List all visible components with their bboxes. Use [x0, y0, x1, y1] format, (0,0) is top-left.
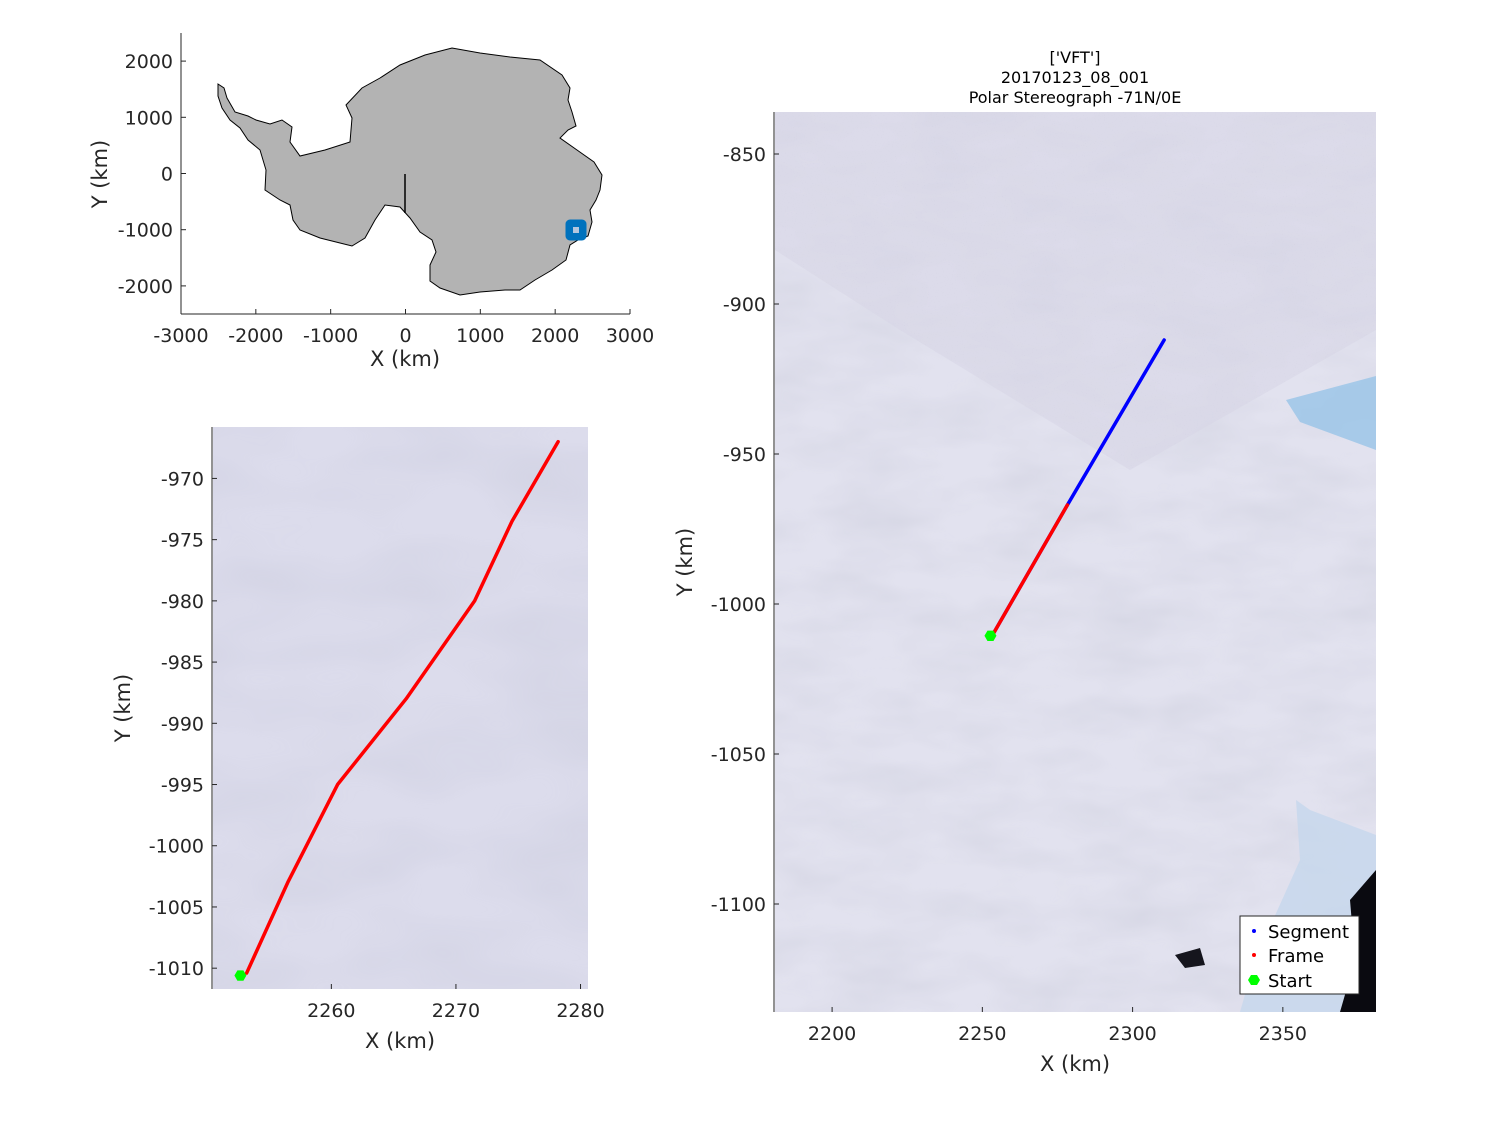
- y-tick-label: -985: [161, 652, 204, 674]
- start-marker: [234, 970, 247, 981]
- start-marker: [984, 630, 997, 641]
- overview-legend: Segment Frame Start: [1239, 915, 1360, 995]
- series-line-frame: [244, 439, 560, 975]
- y-tick-label: -1000: [711, 594, 766, 616]
- x-tick-label: 1000: [456, 325, 504, 347]
- legend-label-start: Start: [1268, 971, 1312, 992]
- zoom-axes: 2260 2270 2280 -970 -975 -980 -985 -990 -995 -10…: [111, 427, 605, 1053]
- y-tick-label: -980: [161, 591, 204, 613]
- x-tick-label: -2000: [228, 325, 283, 347]
- legend-label-frame: Frame: [1268, 946, 1324, 967]
- y-tick-label: -975: [161, 530, 204, 552]
- legend-box: [1239, 915, 1360, 995]
- inset-location-marker-center: [573, 227, 579, 233]
- overview-y-axis-label: Y (km): [673, 528, 697, 598]
- legend-swatch-segment: [1252, 929, 1256, 933]
- zoom-plot-area: [234, 439, 560, 981]
- y-tick-label: -1000: [149, 836, 204, 858]
- y-tick-label: -850: [723, 144, 766, 166]
- inset-x-axis-label: X (km): [370, 347, 440, 371]
- overview-title-line-3: Polar Stereograph -71N/0E: [969, 88, 1182, 107]
- y-tick-label: -970: [161, 468, 204, 490]
- y-tick-label: 2000: [125, 51, 173, 73]
- overview-title-line-1: ['VFT']: [1050, 48, 1101, 67]
- zoom-y-ticks: -970 -975 -980 -985 -990 -995 -1000 -1005 -1010: [149, 468, 217, 980]
- y-tick-label: 0: [161, 164, 173, 186]
- x-tick-label: 2270: [432, 1000, 480, 1022]
- overview-title-line-2: 20170123_08_001: [1001, 68, 1149, 88]
- x-tick-label: 2280: [556, 1000, 604, 1022]
- x-tick-label: 2300: [1108, 1023, 1156, 1045]
- y-tick-label: -1050: [711, 744, 766, 766]
- y-tick-label: -950: [723, 444, 766, 466]
- x-tick-label: 2250: [958, 1023, 1006, 1045]
- inset-y-ticks: 2000 1000 0 -1000 -2000: [118, 51, 186, 298]
- legend-swatch-frame: [1252, 953, 1256, 957]
- y-tick-label: -1010: [149, 958, 204, 980]
- x-tick-label: 2200: [808, 1023, 856, 1045]
- y-tick-label: -995: [161, 775, 204, 797]
- inset-map-axes: -3000 -2000 -1000 0 1000 2000 3000 2000 1000 0 -1…: [88, 33, 654, 371]
- y-tick-label: -990: [161, 713, 204, 735]
- zoom-x-axis-label: X (km): [365, 1029, 435, 1053]
- x-tick-label: -3000: [153, 325, 208, 347]
- overview-axes: ['VFT'] 20170123_08_001 Polar Stereograp…: [673, 48, 1376, 1076]
- y-tick-label: -1000: [118, 220, 173, 242]
- y-tick-label: -2000: [118, 276, 173, 298]
- y-tick-label: -1005: [149, 897, 204, 919]
- overview-plot-area: [984, 338, 1166, 641]
- y-tick-label: -900: [723, 294, 766, 316]
- x-tick-label: 2000: [531, 325, 579, 347]
- antarctica-outline: [217, 47, 603, 296]
- series-line-frame: [990, 503, 1070, 638]
- legend-swatch-start: [1248, 975, 1260, 985]
- antarctica-continent: [217, 47, 603, 296]
- x-tick-label: 2350: [1259, 1023, 1307, 1045]
- x-tick-label: -1000: [303, 325, 358, 347]
- x-tick-label: 2260: [307, 1000, 355, 1022]
- x-tick-label: 0: [399, 325, 411, 347]
- overview-x-axis-label: X (km): [1040, 1052, 1110, 1076]
- overview-background-image: [775, 112, 1376, 1012]
- inset-y-axis-label: Y (km): [88, 140, 112, 210]
- zoom-y-axis-label: Y (km): [111, 674, 135, 744]
- y-tick-label: -1100: [711, 894, 766, 916]
- overview-x-ticks: 2200 2250 2300 2350: [808, 1007, 1307, 1045]
- x-tick-label: 3000: [606, 325, 654, 347]
- inset-x-ticks: -3000 -2000 -1000 0 1000 2000 3000: [153, 309, 654, 347]
- zoom-x-ticks: 2260 2270 2280: [307, 984, 605, 1022]
- overview-y-ticks: -850 -900 -950 -1000 -1050 -1100: [711, 144, 779, 916]
- y-tick-label: 1000: [125, 107, 173, 129]
- zoom-background-image: [213, 427, 588, 989]
- legend-label-segment: Segment: [1268, 922, 1349, 943]
